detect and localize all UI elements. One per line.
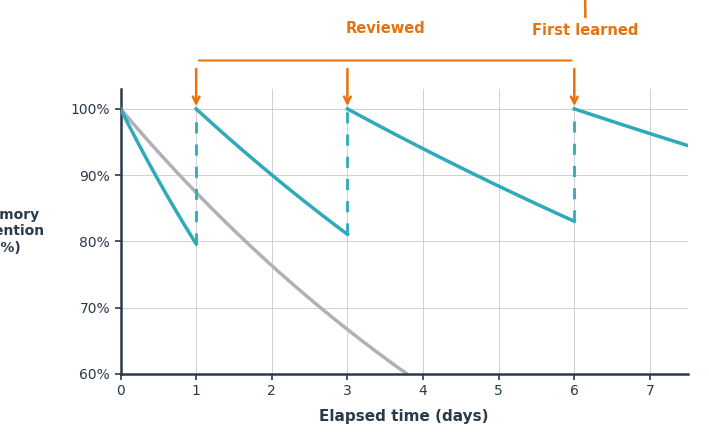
Text: Reviewed: Reviewed <box>345 21 425 36</box>
Y-axis label: Memory
retention
(%): Memory retention (%) <box>0 208 45 255</box>
Text: First learned: First learned <box>118 0 639 38</box>
X-axis label: Elapsed time (days): Elapsed time (days) <box>319 409 489 425</box>
